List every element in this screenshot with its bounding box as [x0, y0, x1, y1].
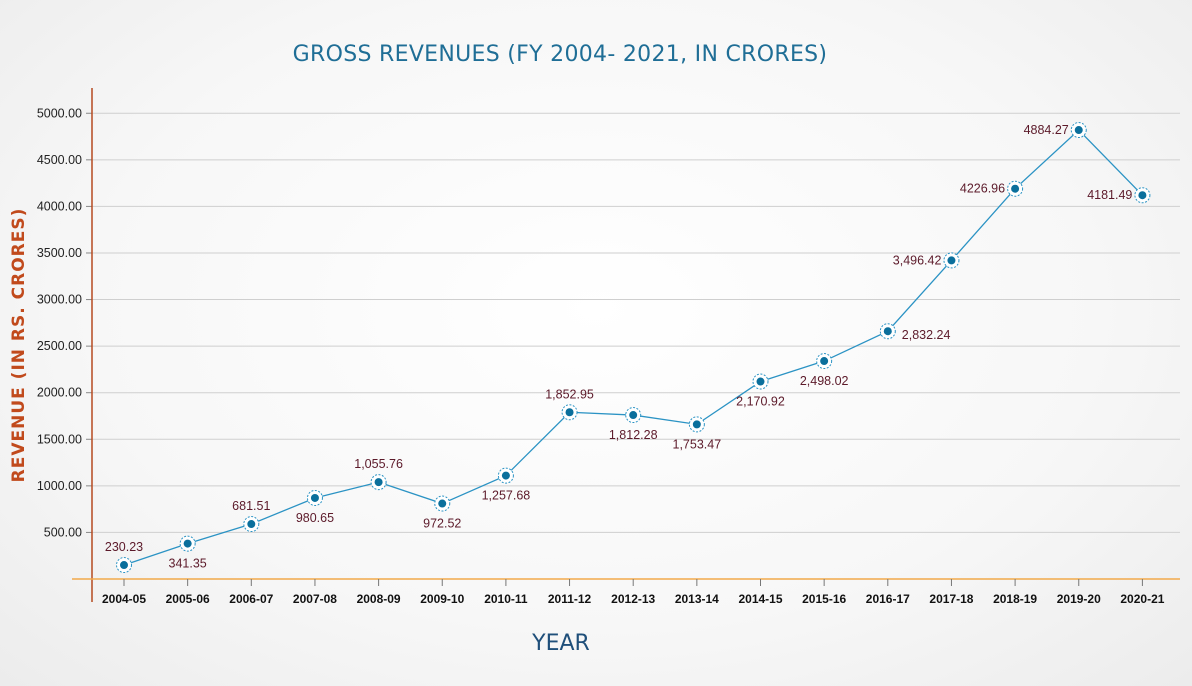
data-point	[816, 353, 833, 370]
data-point	[625, 407, 642, 424]
x-tick-label: 2008-09	[357, 592, 401, 606]
data-label: 1,055.76	[354, 457, 403, 471]
x-tick-label: 2014-15	[738, 592, 782, 606]
data-point	[179, 535, 196, 552]
data-label: 972.52	[423, 517, 461, 531]
data-label: 1,753.47	[673, 437, 722, 451]
x-tick-label: 2012-13	[611, 592, 655, 606]
data-label: 1,257.68	[482, 489, 531, 503]
y-tick-label: 3500.00	[37, 246, 82, 260]
x-tick-label: 2004-05	[102, 592, 146, 606]
x-tick-label: 2015-16	[802, 592, 846, 606]
x-tick-label: 2007-08	[293, 592, 337, 606]
data-points	[116, 122, 1151, 574]
gridlines	[92, 112, 1180, 533]
data-point	[688, 416, 705, 433]
data-label: 681.51	[232, 499, 270, 513]
x-axis-label: YEAR	[531, 631, 590, 656]
x-tick-label: 2011-12	[548, 592, 592, 606]
data-point	[306, 489, 323, 506]
data-label: 1,852.95	[545, 387, 594, 401]
y-axis-label: REVENUE (IN RS. CRORES)	[9, 208, 29, 483]
data-label: 4181.49	[1087, 188, 1132, 202]
y-tick-label: 2500.00	[37, 339, 82, 353]
y-tick-label: 4000.00	[37, 199, 82, 213]
data-point	[434, 495, 451, 512]
data-label: 230.23	[105, 540, 143, 554]
data-point	[752, 373, 769, 390]
x-tick-label: 2013-14	[675, 592, 719, 606]
y-tick-label: 4500.00	[37, 153, 82, 167]
data-label: 980.65	[296, 511, 334, 525]
x-tick-label: 2020-21	[1120, 592, 1164, 606]
x-tick-label: 2016-17	[866, 592, 910, 606]
data-point	[1070, 122, 1087, 139]
x-tick-label: 2018-19	[993, 592, 1037, 606]
data-label: 4226.96	[960, 182, 1005, 196]
data-label: 3,496.42	[893, 253, 942, 267]
x-tick-label: 2019-20	[1057, 592, 1101, 606]
y-tick-label: 5000.00	[37, 106, 82, 120]
x-axis-ticks: 2004-05 2005-06 2006-07 2007-08 2008-09 2009-…	[102, 579, 1165, 606]
y-tick-label: 2000.00	[37, 386, 82, 400]
data-point	[943, 252, 960, 269]
data-point	[561, 404, 578, 421]
data-point	[1134, 187, 1151, 204]
data-label: 2,498.02	[800, 374, 849, 388]
data-labels: 230.23 341.35 681.51 980.65 1,055.76 972.52 1,…	[105, 123, 1133, 571]
y-tick-label: 3000.00	[37, 293, 82, 307]
chart-title: GROSS REVENUES (FY 2004- 2021, IN CRORES…	[293, 42, 828, 67]
data-point	[370, 474, 387, 491]
data-point	[116, 557, 132, 574]
data-point	[879, 323, 896, 340]
x-tick-label: 2010-11	[484, 592, 528, 606]
data-point	[1007, 180, 1024, 197]
y-tick-label: 1000.00	[37, 479, 82, 493]
x-tick-label: 2017-18	[929, 592, 973, 606]
y-tick-label: 1500.00	[37, 432, 82, 446]
data-label: 1,812.28	[609, 428, 658, 442]
x-tick-label: 2005-06	[166, 592, 210, 606]
y-tick-label: 500.00	[44, 525, 82, 539]
y-axis-ticks: 500.00 1000.00 1500.00 2000.00 2500.00 3000.0…	[37, 106, 92, 539]
data-label: 2,832.24	[902, 328, 951, 342]
x-tick-label: 2009-10	[420, 592, 464, 606]
data-point	[243, 516, 260, 533]
data-point	[497, 467, 514, 484]
x-tick-label: 2006-07	[229, 592, 273, 606]
data-label: 2,170.92	[736, 395, 785, 409]
data-label: 341.35	[169, 557, 207, 571]
data-label: 4884.27	[1024, 123, 1069, 137]
